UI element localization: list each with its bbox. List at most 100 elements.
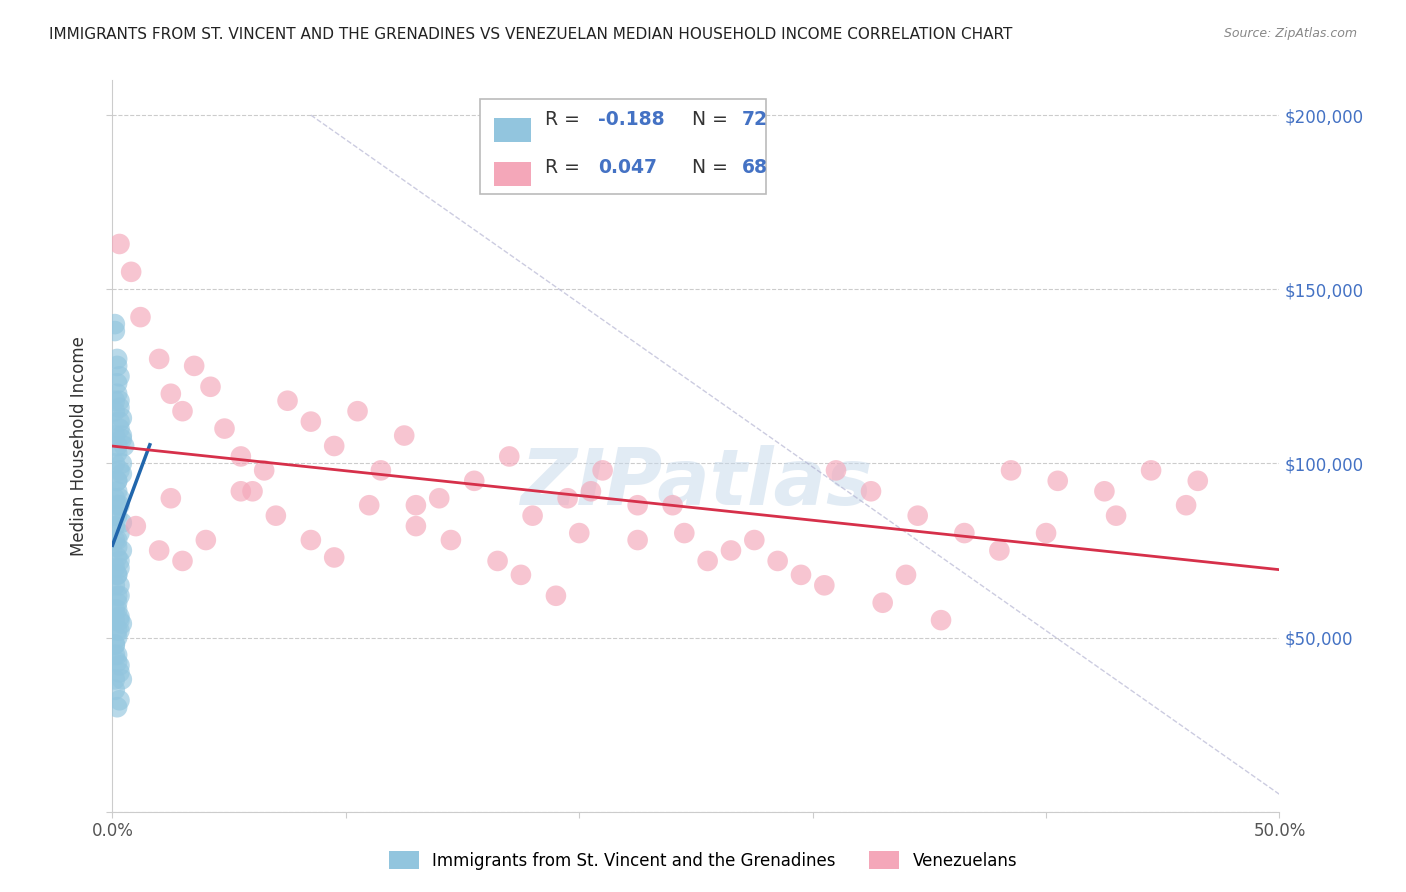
- Point: [463, 474, 485, 488]
- Text: R =: R =: [546, 158, 586, 177]
- Point: [242, 484, 264, 499]
- Point: [214, 421, 236, 435]
- Point: [111, 673, 134, 687]
- Y-axis label: Median Household Income: Median Household Income: [70, 336, 89, 556]
- Point: [661, 498, 683, 512]
- Point: [1140, 463, 1163, 477]
- Point: [111, 432, 134, 446]
- Point: [1035, 526, 1057, 541]
- Point: [111, 516, 134, 530]
- Point: [825, 463, 848, 477]
- Point: [111, 428, 134, 442]
- Point: [486, 554, 509, 568]
- Point: [264, 508, 287, 523]
- Point: [160, 386, 183, 401]
- Point: [929, 613, 952, 627]
- Point: [860, 484, 883, 499]
- Point: [112, 439, 135, 453]
- Point: [105, 484, 128, 499]
- Point: [509, 567, 531, 582]
- Point: [111, 411, 134, 425]
- Point: [104, 673, 127, 687]
- Point: [498, 450, 520, 464]
- Point: [104, 508, 127, 523]
- Point: [105, 474, 128, 488]
- Text: 68: 68: [741, 158, 768, 177]
- Point: [108, 393, 131, 408]
- Point: [299, 415, 322, 429]
- Point: [988, 543, 1011, 558]
- Point: [105, 508, 128, 523]
- Point: [359, 498, 381, 512]
- Point: [200, 380, 222, 394]
- Point: [579, 484, 602, 499]
- Point: [105, 631, 128, 645]
- Point: [323, 439, 346, 453]
- Text: -0.188: -0.188: [598, 111, 665, 129]
- Point: [108, 415, 131, 429]
- Point: [105, 533, 128, 547]
- Text: 72: 72: [741, 111, 768, 129]
- Text: ZIPatlas: ZIPatlas: [520, 444, 872, 521]
- Point: [104, 638, 127, 652]
- Point: [323, 550, 346, 565]
- Point: [111, 467, 134, 481]
- Point: [405, 519, 427, 533]
- Point: [148, 351, 170, 366]
- Point: [108, 658, 131, 673]
- Point: [104, 533, 127, 547]
- Point: [183, 359, 205, 373]
- Point: [105, 567, 128, 582]
- Point: [105, 596, 128, 610]
- Legend: Immigrants from St. Vincent and the Grenadines, Venezuelans: Immigrants from St. Vincent and the Gren…: [382, 845, 1024, 877]
- Point: [104, 613, 127, 627]
- Point: [108, 554, 131, 568]
- Point: [108, 624, 131, 638]
- Point: [1175, 498, 1198, 512]
- Point: [108, 463, 131, 477]
- Point: [105, 474, 128, 488]
- Point: [405, 498, 427, 512]
- Point: [129, 310, 152, 325]
- Point: [253, 463, 276, 477]
- Point: [394, 428, 416, 442]
- Point: [108, 526, 131, 541]
- Point: [172, 404, 194, 418]
- Point: [894, 567, 917, 582]
- Point: [872, 596, 894, 610]
- Point: [696, 554, 718, 568]
- Text: N =: N =: [679, 111, 734, 129]
- Point: [105, 386, 128, 401]
- Point: [104, 491, 127, 506]
- Point: [108, 609, 131, 624]
- Point: [592, 463, 614, 477]
- Point: [440, 533, 463, 547]
- Point: [568, 526, 591, 541]
- Point: [1094, 484, 1116, 499]
- Point: [673, 526, 696, 541]
- Text: 0.047: 0.047: [598, 158, 657, 177]
- Point: [105, 498, 128, 512]
- FancyBboxPatch shape: [479, 99, 766, 194]
- Point: [105, 540, 128, 554]
- Point: [108, 613, 131, 627]
- Point: [108, 491, 131, 506]
- Point: [1105, 508, 1128, 523]
- Point: [104, 393, 127, 408]
- Point: [790, 567, 813, 582]
- Point: [276, 393, 298, 408]
- Point: [125, 519, 148, 533]
- Point: [105, 700, 128, 714]
- Point: [104, 317, 127, 331]
- Point: [105, 655, 128, 669]
- Point: [907, 508, 929, 523]
- Point: [104, 648, 127, 662]
- Point: [229, 450, 252, 464]
- Point: [108, 421, 131, 435]
- Point: [111, 616, 134, 631]
- Point: [522, 508, 544, 523]
- Point: [108, 237, 131, 252]
- Point: [104, 578, 127, 592]
- Point: [104, 638, 127, 652]
- Point: [108, 401, 131, 415]
